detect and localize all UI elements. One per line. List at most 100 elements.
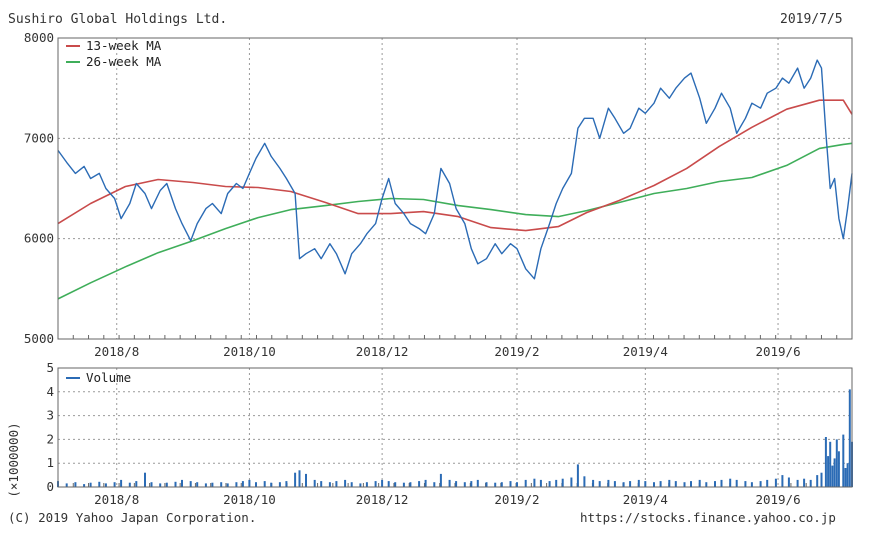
source-url[interactable]: https://stocks.finance.yahoo.co.jp: [580, 510, 836, 525]
volume-bar: [255, 482, 257, 487]
volume-bar: [241, 481, 244, 487]
volume-bar: [583, 476, 586, 487]
volume-bar: [174, 481, 177, 487]
volume-bar: [714, 481, 716, 487]
volume-bar: [476, 479, 479, 487]
volume-bar: [637, 479, 640, 487]
volume-bar: [204, 483, 207, 487]
y-tick-label: 2: [46, 431, 54, 446]
x-tick-label: 2018/10: [223, 492, 276, 507]
y-tick-label: 6000: [24, 231, 54, 246]
volume-bar: [644, 481, 647, 487]
legend-label-volume: Volume: [86, 370, 131, 385]
volume-bar: [305, 473, 307, 487]
y-tick-label: 5: [46, 360, 54, 375]
volume-bar: [418, 481, 421, 487]
y-tick-label: 4: [46, 384, 54, 399]
volume-bar: [539, 479, 542, 487]
volume-bar: [690, 481, 692, 487]
volume-bar: [328, 482, 331, 487]
volume-bar: [509, 481, 512, 487]
volume-bar: [263, 481, 266, 487]
volume-bar: [831, 465, 834, 487]
volume-bar: [598, 481, 601, 487]
volume-bar: [470, 481, 473, 487]
volume-bar: [320, 481, 323, 487]
volume-bar: [837, 451, 840, 487]
volume-bar: [705, 482, 708, 487]
volume-bar: [787, 477, 790, 487]
company-name: Sushiro Global Holdings Ltd.: [8, 12, 228, 27]
volume-bar: [774, 478, 777, 487]
volume-bar: [65, 483, 68, 487]
volume-bar: [374, 481, 377, 487]
volume-bar: [270, 482, 273, 487]
volume-bar: [570, 477, 573, 487]
volume-bar: [313, 479, 316, 487]
volume-bar: [455, 481, 458, 487]
volume-bar: [120, 479, 123, 487]
volume-bar: [820, 472, 823, 487]
volume-bar: [659, 481, 662, 487]
volume-bar: [548, 481, 551, 487]
volume-bar: [720, 479, 723, 487]
volume-bar: [485, 482, 488, 487]
volume-bar: [629, 481, 632, 487]
volume-bar: [89, 482, 92, 487]
volume-bar: [766, 479, 769, 487]
volume-bar: [226, 483, 229, 487]
volume-bar: [524, 479, 527, 487]
volume-bar: [365, 482, 368, 487]
volume-bar: [842, 434, 845, 487]
volume-bar: [298, 470, 301, 487]
x-tick-label: 2019/2: [494, 344, 539, 359]
volume-bar: [220, 482, 223, 487]
volume-bar: [698, 479, 701, 487]
y-tick-label: 3: [46, 408, 54, 423]
volume-bar: [607, 479, 610, 487]
price-frame: [57, 37, 853, 340]
volume-bar: [683, 482, 686, 487]
volume-bar: [387, 481, 390, 487]
volume-bar: [494, 482, 497, 487]
volume-bar: [622, 482, 625, 487]
chart-date: 2019/7/5: [780, 12, 843, 27]
x-tick-label: 2018/12: [356, 344, 409, 359]
volume-bar: [653, 482, 655, 487]
volume-bar: [500, 482, 503, 487]
volume-bar: [409, 482, 412, 487]
volume-bar: [433, 482, 436, 487]
volume-bar: [424, 479, 427, 487]
volume-bar: [278, 482, 281, 487]
volume-bar: [350, 482, 353, 487]
volume-bar: [189, 481, 192, 487]
ma26-line: [57, 142, 853, 300]
volume-bar: [824, 437, 827, 487]
x-tick-label: 2018/10: [223, 344, 276, 359]
volume-bar: [533, 478, 536, 487]
volume-bar: [83, 484, 86, 487]
volume-bar: [165, 482, 168, 487]
volume-bar: [294, 472, 297, 487]
volume-bar: [729, 478, 732, 487]
volume-axis-label: (×1000000): [6, 422, 21, 497]
volume-bar: [555, 479, 558, 487]
volume-bar: [448, 479, 451, 487]
y-tick-label: 5000: [24, 331, 54, 346]
volume-bar: [285, 481, 288, 487]
volume-bar: [561, 478, 564, 487]
volume-bar: [833, 458, 836, 487]
x-tick-label: 2018/8: [94, 344, 139, 359]
x-tick-label: 2019/4: [623, 344, 668, 359]
volume-bar: [744, 481, 747, 487]
x-tick-label: 2019/4: [623, 492, 668, 507]
volume-bar: [248, 479, 251, 487]
volume-bar: [844, 468, 847, 487]
volume-bar: [196, 482, 199, 487]
volume-bar: [381, 479, 384, 487]
volume-frame: [57, 367, 853, 488]
volume-bar: [359, 483, 362, 487]
volume-bar: [128, 482, 131, 487]
legend-label-ma26: 26-week MA: [86, 54, 162, 69]
